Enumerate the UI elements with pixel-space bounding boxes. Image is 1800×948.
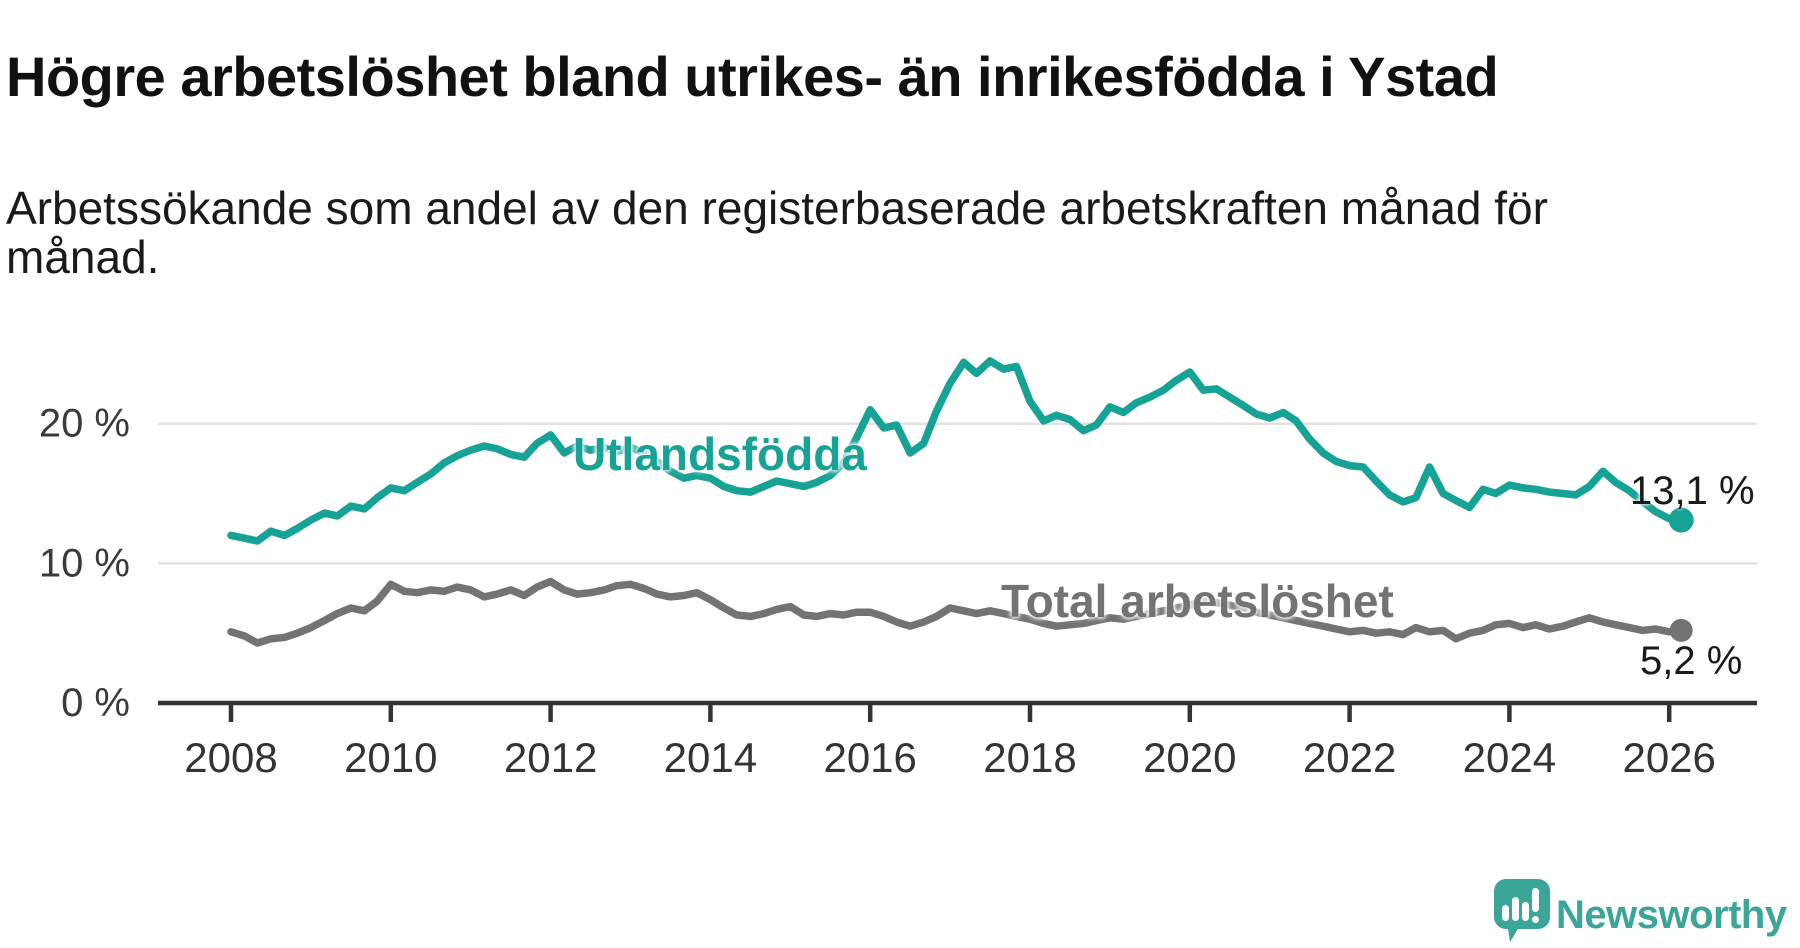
end-value-label-utlandsfodda: 13,1 % — [1630, 469, 1755, 513]
x-axis-label-2008: 2008 — [184, 734, 277, 781]
x-axis-label-2026: 2026 — [1622, 734, 1715, 781]
x-axis-label-2014: 2014 — [664, 734, 757, 781]
series-line-total-arbetsloshet — [227, 577, 1685, 647]
x-axis-label-2022: 2022 — [1303, 734, 1396, 781]
newsworthy-logo: Newsworthy — [1492, 878, 1792, 944]
x-axis-label-2020: 2020 — [1143, 734, 1236, 781]
x-axis-label-2024: 2024 — [1463, 734, 1556, 781]
end-dot-total-arbetsloshet — [1669, 618, 1693, 642]
y-axis-label-20: 20 % — [39, 402, 130, 446]
x-axis-label-2016: 2016 — [823, 734, 916, 781]
x-axis-label-2018: 2018 — [983, 734, 1076, 781]
newsworthy-icon — [1494, 879, 1550, 942]
y-axis-label-10: 10 % — [39, 541, 130, 585]
page-title: Högre arbetslöshet bland utrikes- än inr… — [6, 44, 1499, 108]
newsworthy-wordmark: Newsworthy — [1556, 893, 1787, 937]
series-label-utlandsfodda: Utlandsfödda — [573, 428, 867, 480]
end-value-label-total: 5,2 % — [1640, 639, 1743, 683]
y-axis-label-0: 0 % — [61, 681, 130, 725]
end-dot-utlandsfodda — [1668, 507, 1694, 533]
series-line-utlandsfodda — [227, 357, 1685, 545]
x-axis-label-2012: 2012 — [504, 734, 597, 781]
page-subtitle: Arbetssökande som andel av den registerb… — [6, 182, 1548, 283]
series-label-total-arbetsloshet: Total arbetslöshet — [1001, 575, 1394, 627]
x-axis-label-2010: 2010 — [344, 734, 437, 781]
